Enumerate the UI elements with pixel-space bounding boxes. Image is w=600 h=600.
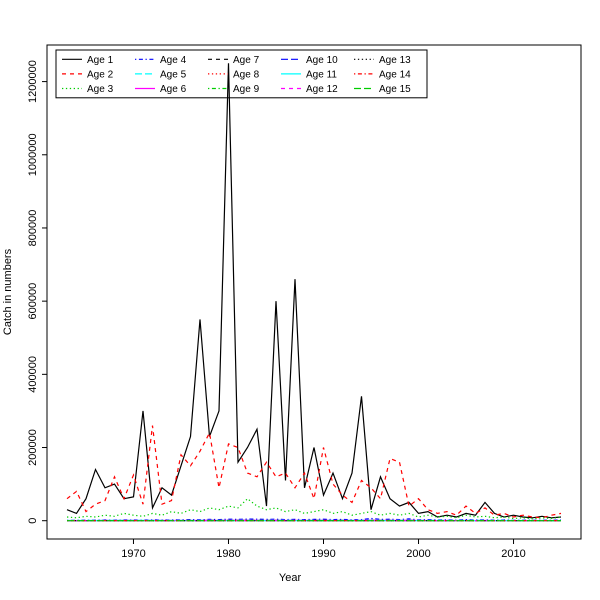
legend-label: Age 2 xyxy=(87,69,114,80)
legend-label: Age 14 xyxy=(379,69,411,80)
x-tick-label: 2010 xyxy=(501,548,525,560)
series-line-age-2 xyxy=(66,425,562,519)
legend-item: Age 15 xyxy=(354,84,411,95)
legend-item: Age 2 xyxy=(62,69,114,80)
y-axis: 0 200000 400000 600000 800000 1000000 1200000 xyxy=(27,60,47,524)
legend-item: Age 9 xyxy=(208,84,260,95)
y-tick-label: 600000 xyxy=(27,283,39,320)
x-axis-title: Year xyxy=(278,572,302,584)
x-tick-label: 1970 xyxy=(121,548,145,560)
legend-label: Age 1 xyxy=(87,55,114,66)
legend-item: Age 6 xyxy=(135,84,187,95)
legend-label: Age 12 xyxy=(306,84,338,95)
y-tick-label: 1200000 xyxy=(27,60,39,103)
plot-box xyxy=(46,44,582,540)
series-line-age-4 xyxy=(67,517,562,521)
y-tick-label: 0 xyxy=(27,518,39,524)
x-tick-label: 1980 xyxy=(216,548,240,560)
x-tick-label: 1990 xyxy=(311,548,335,560)
series-lines xyxy=(66,63,562,522)
legend-item: Age 11 xyxy=(281,69,337,80)
legend-label: Age 6 xyxy=(160,84,187,95)
legend-label: Age 11 xyxy=(306,69,337,80)
legend-item: Age 1 xyxy=(62,55,114,66)
y-tick-label: 1000000 xyxy=(27,133,39,176)
y-tick-label: 400000 xyxy=(27,356,39,393)
legend-label: Age 9 xyxy=(233,84,260,95)
legend: Age 1 Age 2 Age 3 Age 4 Age 5 Age 6 Age 7 Age 8… xyxy=(55,49,428,99)
legend-item: Age 10 xyxy=(281,55,338,66)
legend-item: Age 14 xyxy=(354,69,411,80)
legend-item: Age 7 xyxy=(208,55,260,66)
series-line-age-1 xyxy=(66,63,562,519)
legend-item: Age 12 xyxy=(281,84,338,95)
legend-label: Age 10 xyxy=(306,55,338,66)
legend-item: Age 8 xyxy=(208,69,260,80)
legend-item: Age 3 xyxy=(62,84,114,95)
legend-label: Age 4 xyxy=(160,55,187,66)
x-axis: 1970 1980 1990 2000 2010 xyxy=(121,539,526,560)
legend-item: Age 5 xyxy=(135,69,187,80)
legend-box xyxy=(55,49,428,99)
legend-label: Age 5 xyxy=(160,69,187,80)
legend-label: Age 8 xyxy=(233,69,260,80)
x-tick-label: 2000 xyxy=(406,548,430,560)
legend-label: Age 7 xyxy=(233,55,260,66)
y-tick-label: 200000 xyxy=(27,429,39,466)
legend-label: Age 3 xyxy=(87,84,114,95)
legend-label: Age 13 xyxy=(379,55,411,66)
y-axis-title: Catch in numbers xyxy=(2,248,14,336)
legend-label: Age 15 xyxy=(379,84,411,95)
legend-item: Age 13 xyxy=(354,55,411,66)
legend-item: Age 4 xyxy=(135,55,187,66)
y-tick-label: 800000 xyxy=(27,210,39,247)
